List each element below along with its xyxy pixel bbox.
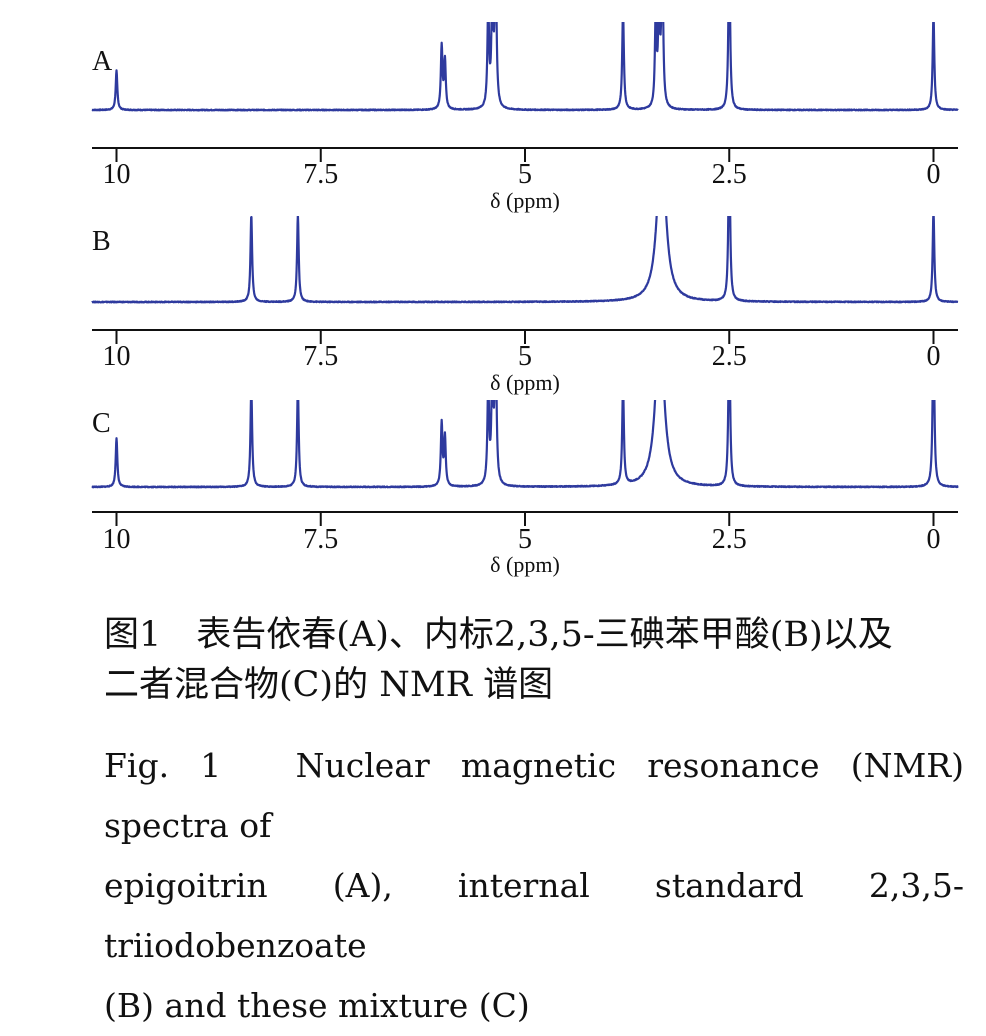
x-tick-label: 7.5 — [303, 524, 338, 555]
nmr-spectra-svg: 10 7.5 5 2.5 0 δ (ppm) A 10 7.5 5 2.5 0 δ (ppm) B 10 7.… — [91, 22, 959, 577]
x-tick-label: 5 — [518, 341, 532, 372]
x-axis-title: δ (ppm) — [490, 188, 560, 213]
nmr-figure: 10 7.5 5 2.5 0 δ (ppm) A 10 7.5 5 2.5 0 δ (ppm) B 10 7.… — [91, 22, 959, 577]
x-tick-label: 2.5 — [712, 524, 747, 555]
x-tick-label: 10 — [103, 159, 131, 190]
caption-en-line3: (B) and these mixture (C) — [104, 986, 530, 1025]
caption-en-line1: Fig. 1 Nuclear magnetic resonance (NMR) … — [104, 746, 964, 845]
x-tick-label: 0 — [926, 341, 940, 372]
x-tick-label: 0 — [926, 524, 940, 555]
x-axis-title: δ (ppm) — [490, 552, 560, 577]
spectrum-panel-a: 10 7.5 5 2.5 0 δ (ppm) A — [91, 22, 959, 213]
spectrum-line-b — [91, 216, 959, 304]
x-tick-label: 7.5 — [303, 159, 338, 190]
x-tick-label: 2.5 — [712, 341, 747, 372]
spectrum-panel-b: 10 7.5 5 2.5 0 δ (ppm) B — [91, 216, 959, 395]
panel-label-b: B — [92, 226, 111, 257]
x-tick-label: 7.5 — [303, 341, 338, 372]
caption-english: Fig. 1 Nuclear magnetic resonance (NMR) … — [104, 736, 964, 1036]
x-tick-label: 5 — [518, 524, 532, 555]
x-tick-label: 5 — [518, 159, 532, 190]
caption-cn-line1: 图1 表告依春(A)、内标2,3,5-三碘苯甲酸(B)以及 — [104, 615, 893, 655]
panel-label-a: A — [92, 46, 113, 77]
x-axis-title: δ (ppm) — [490, 370, 560, 395]
x-tick-label: 10 — [103, 524, 131, 555]
spectrum-line-c — [91, 400, 959, 489]
spectrum-line-a — [91, 22, 959, 112]
x-tick-label: 10 — [103, 341, 131, 372]
caption-chinese: 图1 表告依春(A)、内标2,3,5-三碘苯甲酸(B)以及 二者混合物(C)的 … — [104, 610, 964, 710]
spectrum-panel-c: 10 7.5 5 2.5 0 δ (ppm) C — [91, 400, 959, 577]
x-tick-label: 0 — [926, 159, 940, 190]
x-tick-label: 2.5 — [712, 159, 747, 190]
panel-label-c: C — [92, 408, 111, 439]
caption-en-line2: epigoitrin (A), internal standard 2,3,5-… — [104, 866, 964, 965]
caption-cn-line2: 二者混合物(C)的 NMR 谱图 — [104, 665, 554, 705]
